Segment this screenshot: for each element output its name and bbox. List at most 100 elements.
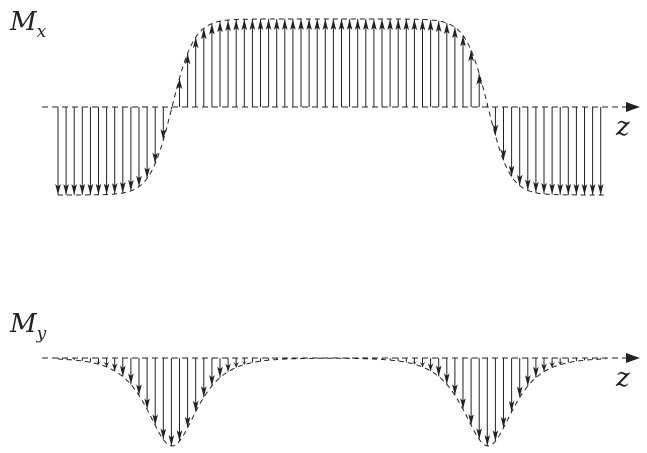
- my-vector: [209, 358, 215, 386]
- mx-vector-arrowhead: [411, 19, 418, 31]
- my-vectors: [57, 358, 602, 446]
- my-vector: [476, 358, 482, 440]
- mx-vector: [387, 19, 393, 107]
- mx-vector-arrowhead: [103, 183, 110, 195]
- mx-vector: [225, 20, 231, 107]
- my-vector: [492, 358, 499, 442]
- mx-vector-arrowhead: [144, 167, 150, 179]
- mx-vector-arrowhead: [476, 73, 482, 85]
- mx-vector: [298, 19, 304, 107]
- mx-vector: [152, 107, 158, 164]
- my-vector-arrowhead: [468, 414, 474, 426]
- mx-envelope-curve: [58, 18, 606, 196]
- mx-vector-arrowhead: [387, 19, 393, 30]
- mx-vector-arrowhead: [306, 19, 312, 30]
- my-vector: [460, 358, 466, 410]
- my-vector: [411, 358, 418, 365]
- my-vector: [435, 358, 442, 377]
- my-vector: [241, 358, 248, 365]
- mx-vector: [176, 78, 183, 107]
- mx-vector-arrowhead: [273, 19, 280, 30]
- my-vector: [192, 358, 199, 412]
- mx-vector-arrowhead: [330, 19, 337, 30]
- mx-vector-arrowhead: [298, 19, 304, 30]
- mx-vector: [55, 107, 61, 195]
- mx-vector: [209, 23, 215, 107]
- my-vector: [452, 358, 458, 396]
- my-vector: [533, 358, 539, 378]
- mx-vector-arrowhead: [557, 183, 563, 195]
- mx-vector: [549, 107, 555, 195]
- mx-vector-arrowhead: [217, 21, 223, 33]
- mx-vector: [419, 19, 426, 107]
- mx-vector: [192, 37, 199, 107]
- mx-vector: [290, 19, 296, 107]
- mx-vector: [581, 107, 588, 195]
- mx-vector: [249, 19, 256, 107]
- mx-vector: [573, 107, 580, 195]
- my-vector-arrowhead: [549, 361, 555, 368]
- mx-vector-arrowhead: [55, 184, 61, 195]
- my-vector: [168, 358, 175, 446]
- mx-vector-arrowhead: [427, 19, 434, 31]
- my-vector-arrowhead: [111, 363, 118, 371]
- mx-vector: [460, 35, 466, 107]
- my-vector-arrowhead: [103, 361, 110, 367]
- mx-vector-arrowhead: [282, 19, 288, 30]
- my-vector-arrowhead: [419, 361, 426, 367]
- mx-vector-arrowhead: [87, 183, 94, 195]
- mx-vector-arrowhead: [249, 19, 256, 31]
- mx-vector: [363, 19, 369, 107]
- mx-vectors: [55, 19, 604, 195]
- my-panel: My z: [9, 309, 640, 447]
- mx-vector-arrowhead: [444, 23, 450, 35]
- my-vector: [120, 358, 126, 377]
- mx-vector: [508, 107, 515, 177]
- mx-vector-arrowhead: [541, 182, 547, 194]
- mx-vector-arrowhead: [533, 181, 539, 193]
- mx-vector: [330, 19, 337, 107]
- my-vector-arrowhead: [209, 375, 215, 386]
- mx-vector: [354, 19, 361, 107]
- mx-vector-arrowhead: [192, 37, 199, 49]
- mx-vector-arrowhead: [95, 183, 102, 195]
- mx-vector-arrowhead: [225, 20, 231, 32]
- my-vector-arrowhead: [533, 366, 539, 378]
- mx-vector: [346, 19, 353, 107]
- my-vector: [525, 358, 531, 387]
- mx-vector: [265, 19, 272, 107]
- my-vector-arrowhead: [411, 360, 418, 365]
- mx-vector: [144, 107, 150, 179]
- mx-vector: [476, 73, 482, 107]
- my-vector-arrowhead: [184, 416, 191, 428]
- mx-vector: [516, 107, 523, 186]
- mx-vector-arrowhead: [581, 184, 588, 195]
- mx-label-main: M: [9, 7, 38, 37]
- mx-vector-arrowhead: [160, 129, 167, 141]
- mx-vector-arrowhead: [573, 183, 580, 195]
- my-vector: [184, 358, 191, 428]
- my-vector: [136, 358, 142, 396]
- mx-vector-arrowhead: [201, 28, 207, 40]
- mx-vector-arrowhead: [71, 184, 77, 195]
- mx-vector-arrowhead: [209, 23, 215, 35]
- mx-vector-arrowhead: [354, 19, 361, 30]
- mx-vector: [184, 53, 191, 107]
- mx-vector-arrowhead: [597, 184, 604, 195]
- mx-vector: [597, 107, 604, 195]
- mx-vector-arrowhead: [136, 175, 142, 187]
- mx-vector-arrowhead: [257, 19, 264, 31]
- mx-panel: Mx z: [9, 7, 640, 196]
- my-vector-arrowhead: [128, 373, 134, 385]
- mx-vector-arrowhead: [516, 174, 523, 186]
- my-vector-arrowhead: [484, 435, 491, 446]
- mx-vector: [444, 23, 450, 107]
- mx-vector-arrowhead: [460, 35, 466, 47]
- mx-vector-arrowhead: [233, 19, 239, 31]
- mx-vector-arrowhead: [492, 124, 499, 136]
- mx-label: Mx: [9, 7, 47, 42]
- mx-vector: [500, 107, 507, 161]
- my-vector-arrowhead: [460, 398, 466, 410]
- my-vector: [217, 358, 223, 378]
- my-vector: [128, 358, 134, 385]
